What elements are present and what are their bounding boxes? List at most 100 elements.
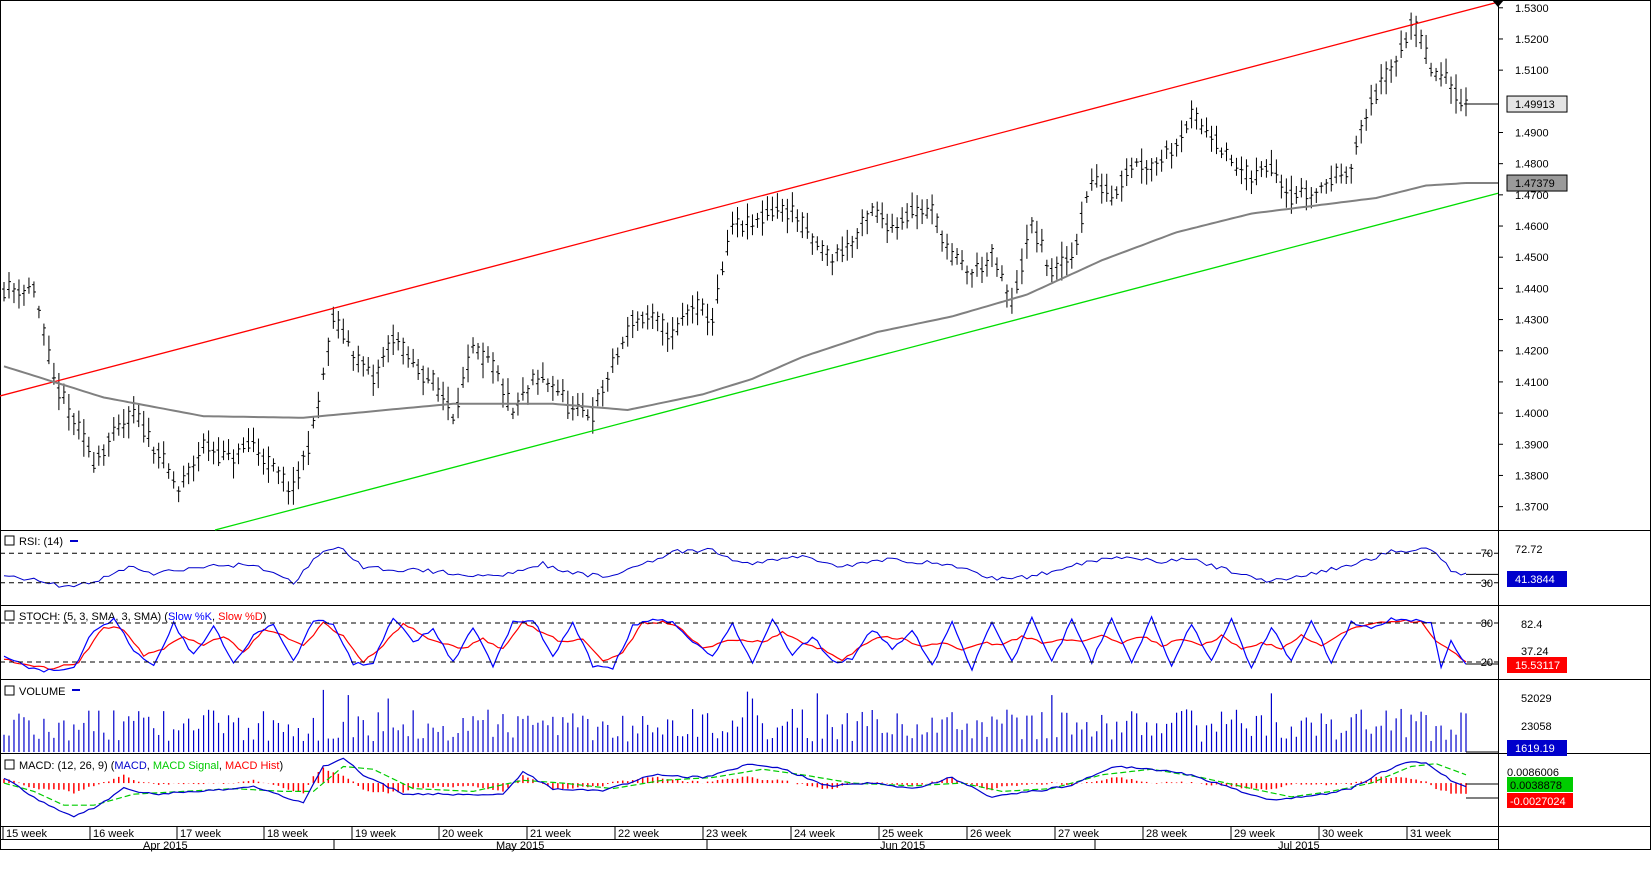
rsi-close-icon[interactable] xyxy=(4,535,15,546)
macd-signal-badge-box xyxy=(1507,793,1573,808)
stoch-axis: 80 20 82.4 37.24 15.53117 xyxy=(0,618,1567,673)
price-bar xyxy=(461,366,466,388)
price-bar xyxy=(750,214,755,236)
price-bar xyxy=(326,337,331,366)
upper-channel-line[interactable] xyxy=(0,1,1499,397)
price-bar xyxy=(1364,108,1369,131)
price-bar xyxy=(1179,120,1184,153)
price-bar xyxy=(401,337,406,365)
price-bar xyxy=(341,318,346,344)
price-bar xyxy=(1064,246,1069,276)
price-bar xyxy=(1029,217,1034,234)
price-bar xyxy=(640,311,645,329)
price-bar xyxy=(66,393,71,431)
price-bar xyxy=(550,375,555,401)
price-bar xyxy=(1109,185,1114,206)
price-bar xyxy=(171,471,176,489)
price-bar xyxy=(984,252,989,277)
price-bar xyxy=(715,274,720,304)
price-bar xyxy=(950,243,955,266)
price-bar xyxy=(1404,32,1409,49)
price-bar xyxy=(421,365,426,396)
price-bar xyxy=(376,359,381,389)
price-bar xyxy=(979,256,984,283)
price-bar xyxy=(1039,228,1044,253)
stoch-panel[interactable]: STOCH: (5, 3, SMA, 3, SMA) (Slow %K, Slo… xyxy=(0,610,1567,673)
moving-average-line xyxy=(3,182,1467,419)
volume-header: VOLUME xyxy=(4,685,80,698)
price-bar xyxy=(830,253,835,276)
rsi-panel[interactable]: RSI: (14) 70 30 72.72 41.3844 xyxy=(0,535,1567,590)
price-bar xyxy=(650,303,655,330)
time-axis: 15 week 16 week 17 week 18 week 19 week 20 we… xyxy=(2,826,1451,852)
macd-close-icon[interactable] xyxy=(4,759,15,770)
lower-channel-line[interactable] xyxy=(214,192,1499,531)
price-bar xyxy=(960,250,965,271)
macd-panel[interactable]: MACD: (12, 26, 9) (MACD, MACD Signal, MA… xyxy=(3,757,1573,818)
price-bar xyxy=(251,427,256,453)
price-bar xyxy=(226,439,231,461)
volume-panel[interactable]: VOLUME 52029 23058 1619.19 xyxy=(3,685,1567,756)
price-bar xyxy=(540,362,545,383)
rsi-level-label: 70 xyxy=(1481,548,1493,560)
week-label: 28 week xyxy=(1146,828,1187,840)
price-panel[interactable]: 1.5300 1.5200 1.5100 1.4900 1.4800 1.4700 1.46… xyxy=(0,1,1568,531)
volume-scale-label: 52029 xyxy=(1521,693,1552,705)
price-bar xyxy=(790,192,795,223)
price-bar xyxy=(211,441,216,465)
price-bar xyxy=(1369,84,1374,116)
price-bar xyxy=(690,295,695,324)
stoch-last-badge-box xyxy=(1507,657,1567,673)
price-bar xyxy=(1044,259,1049,277)
price-bar xyxy=(920,199,925,225)
volume-axis: 52029 23058 1619.19 xyxy=(1466,693,1567,756)
stoch-d-line xyxy=(3,619,1467,670)
stoch-level-label: 20 xyxy=(1481,657,1493,669)
stoch-close-icon[interactable] xyxy=(4,610,15,621)
price-bar xyxy=(151,446,156,464)
scroll-marker-icon[interactable] xyxy=(1492,0,1504,7)
price-bar xyxy=(1454,74,1459,114)
price-bar xyxy=(2,282,6,302)
price-bar xyxy=(1074,233,1079,256)
price-bar xyxy=(316,391,321,419)
price-bar xyxy=(36,305,41,319)
price-bar xyxy=(910,192,915,219)
price-bar xyxy=(635,311,640,331)
price-badges: 1.49913 1.47379 xyxy=(1466,95,1568,192)
price-bar xyxy=(1159,149,1164,172)
volume-close-icon[interactable] xyxy=(4,685,15,696)
price-bar xyxy=(1289,175,1294,214)
week-label: 19 week xyxy=(355,828,396,840)
price-tick-label: 1.5100 xyxy=(1515,65,1549,77)
price-bar xyxy=(271,458,276,472)
svg-text:MACD: (12, 26, 9) (MA: MACD: (12, 26, 9) (MACD, MACD Signal, MA… xyxy=(19,760,283,772)
price-bar xyxy=(1429,62,1434,77)
price-bar xyxy=(655,311,660,332)
price-bar xyxy=(1114,186,1119,199)
price-bar xyxy=(106,432,111,457)
price-bar xyxy=(725,229,730,256)
price-bar xyxy=(570,396,575,421)
price-bar xyxy=(1399,30,1404,58)
price-bar xyxy=(1024,224,1029,259)
price-bar xyxy=(605,371,610,392)
price-bar xyxy=(156,442,161,469)
macd-last-badge-box xyxy=(1507,777,1573,792)
price-bar xyxy=(216,437,221,467)
price-bars xyxy=(2,12,1468,505)
price-bar xyxy=(1094,164,1099,188)
price-bar xyxy=(276,466,281,485)
price-bar xyxy=(16,279,21,309)
price-bar xyxy=(1119,170,1124,202)
price-bar xyxy=(196,442,201,472)
price-bar xyxy=(989,244,994,268)
price-tick-label: 1.3900 xyxy=(1515,439,1549,451)
price-bar xyxy=(994,257,999,277)
price-bar xyxy=(935,213,940,234)
price-bar xyxy=(610,348,615,373)
price-bar xyxy=(161,441,166,469)
volume-last-value: 1619.19 xyxy=(1515,743,1555,755)
price-tick-label: 1.4300 xyxy=(1515,315,1549,327)
